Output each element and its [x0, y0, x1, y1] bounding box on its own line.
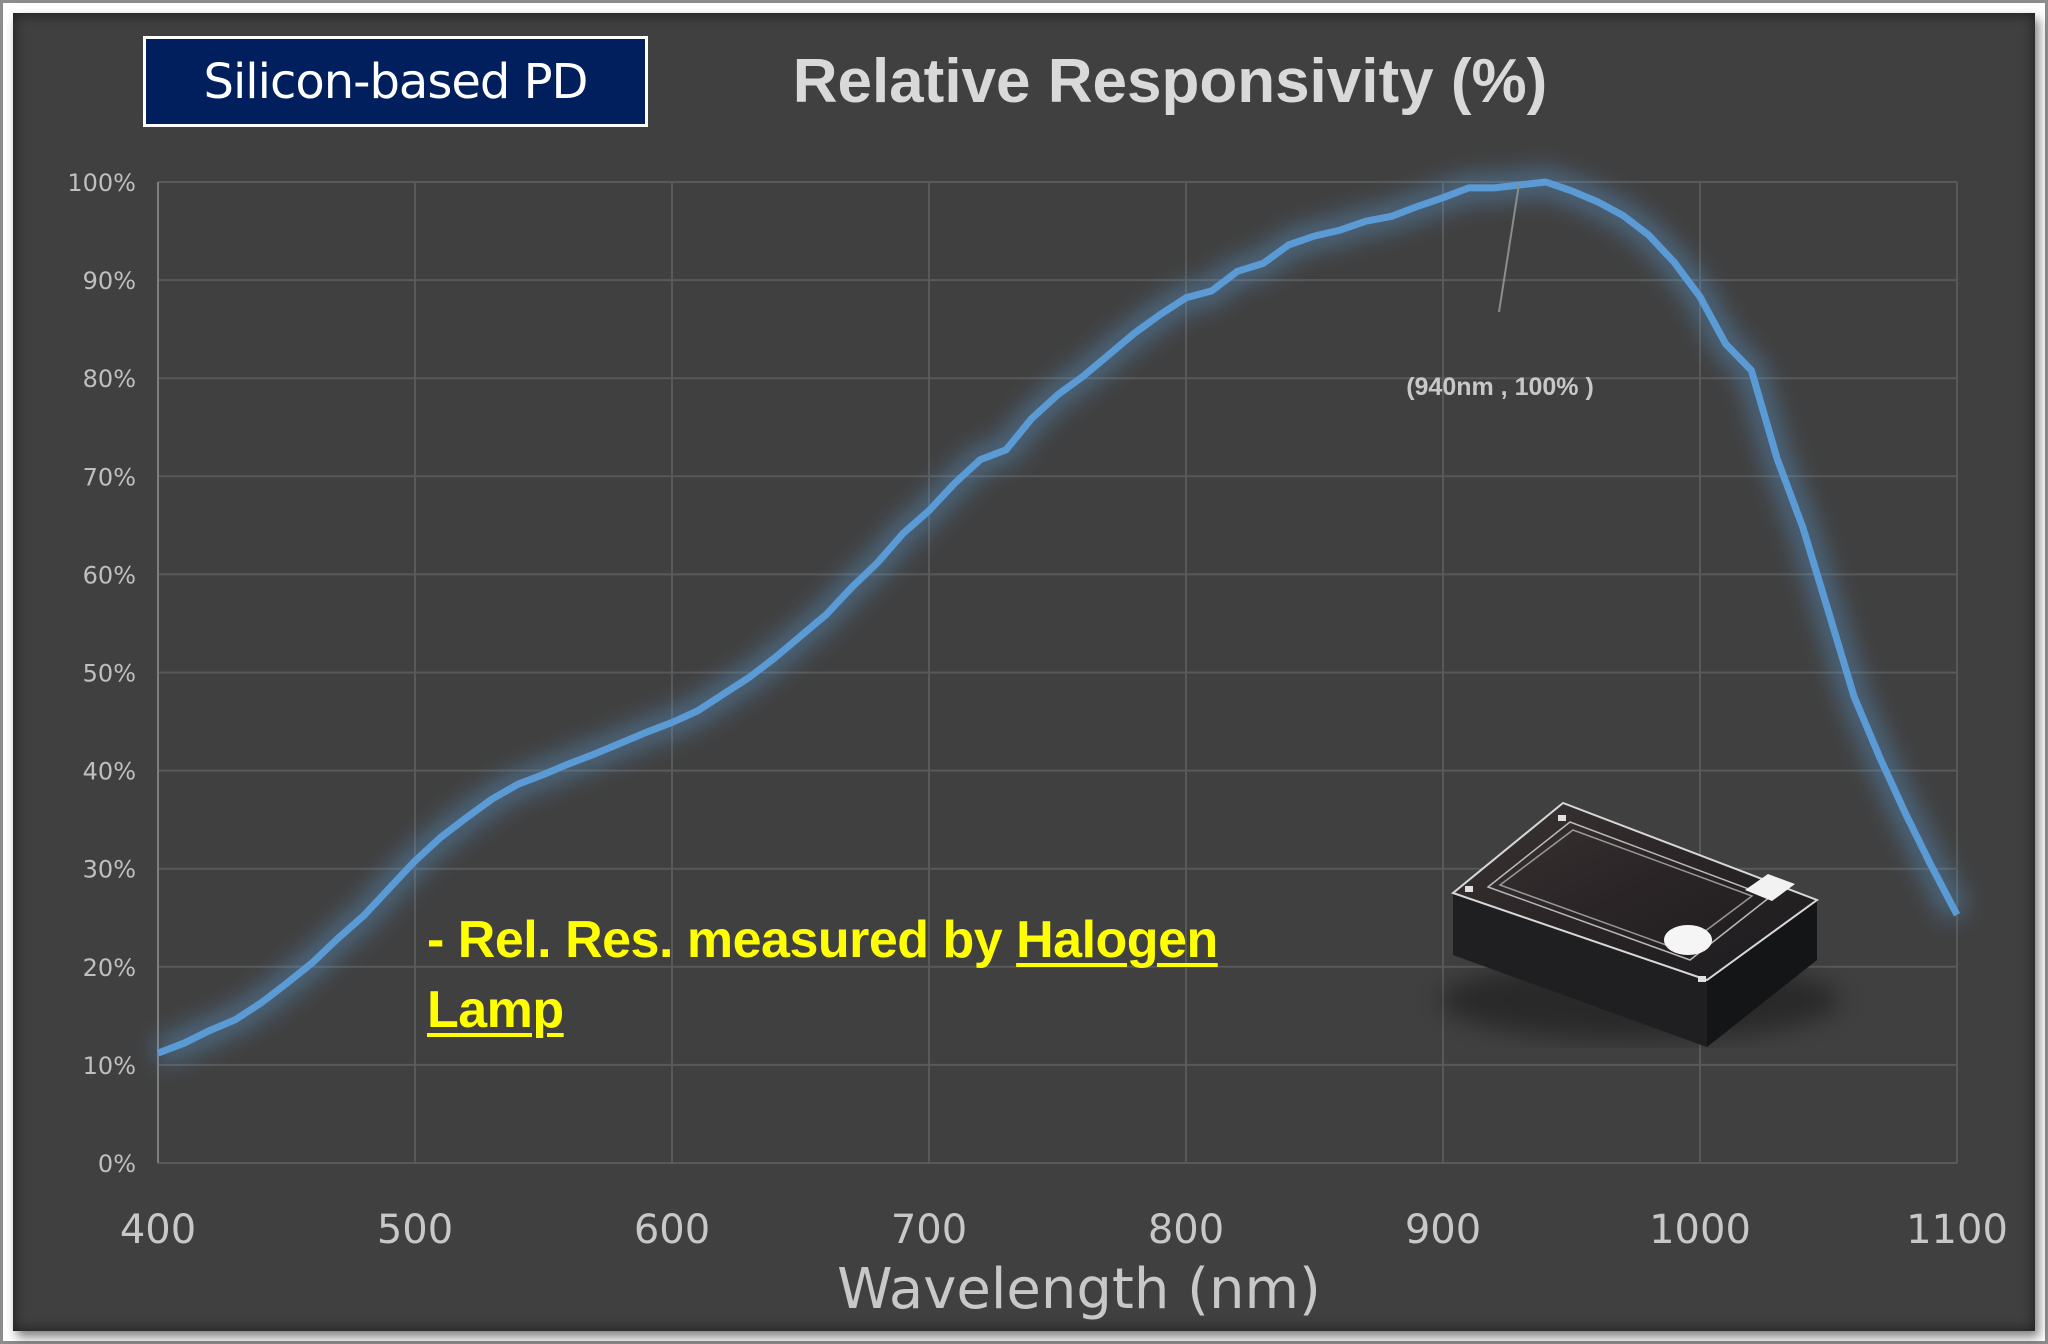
y-tick-label: 0%	[98, 1150, 136, 1178]
device-label-box: Silicon-based PD	[143, 36, 648, 127]
note-underlined-halogen: Halogen	[1016, 911, 1218, 969]
x-tick-label: 1000	[1649, 1207, 1751, 1253]
peak-annotation: (940nm , 100% )	[1406, 373, 1594, 401]
y-tick-label: 50%	[83, 660, 136, 688]
y-tick-label: 20%	[83, 954, 136, 982]
note-prefix: - Rel. Res. measured by	[427, 911, 1017, 969]
x-tick-label: 900	[1405, 1207, 1481, 1253]
y-axis-ticks: 0% 10% 20% 30% 40% 50% 60% 70% 80% 90% 100%	[67, 169, 136, 1178]
y-tick-label: 10%	[83, 1052, 136, 1080]
y-tick-label: 60%	[83, 561, 136, 589]
x-tick-label: 400	[120, 1207, 196, 1253]
x-tick-label: 700	[891, 1207, 967, 1253]
x-tick-label: 500	[377, 1207, 453, 1253]
annotation-leader-line	[1498, 183, 1520, 313]
x-tick-label: 1100	[1906, 1207, 2008, 1253]
x-axis-title: Wavelength (nm)	[837, 1257, 1321, 1322]
measurement-note: - Rel. Res. measured by Halogen Lamp	[427, 905, 1327, 1045]
y-tick-label: 70%	[83, 463, 136, 491]
y-tick-label: 100%	[67, 169, 136, 197]
note-underlined-lamp: Lamp	[427, 981, 564, 1039]
x-tick-label: 800	[1148, 1207, 1224, 1253]
y-tick-label: 80%	[83, 365, 136, 393]
photodiode-chip-image	[1440, 801, 1840, 1047]
y-tick-label: 40%	[83, 758, 136, 786]
chart-title: Relative Responsivity (%)	[792, 47, 1548, 116]
responsivity-line	[156, 178, 1961, 1057]
x-tick-label: 600	[634, 1207, 710, 1253]
x-axis-ticks: 400 500 600 700 800 900 1000 1100	[120, 1207, 2008, 1253]
y-tick-label: 90%	[83, 267, 136, 295]
y-tick-label: 30%	[83, 856, 136, 884]
